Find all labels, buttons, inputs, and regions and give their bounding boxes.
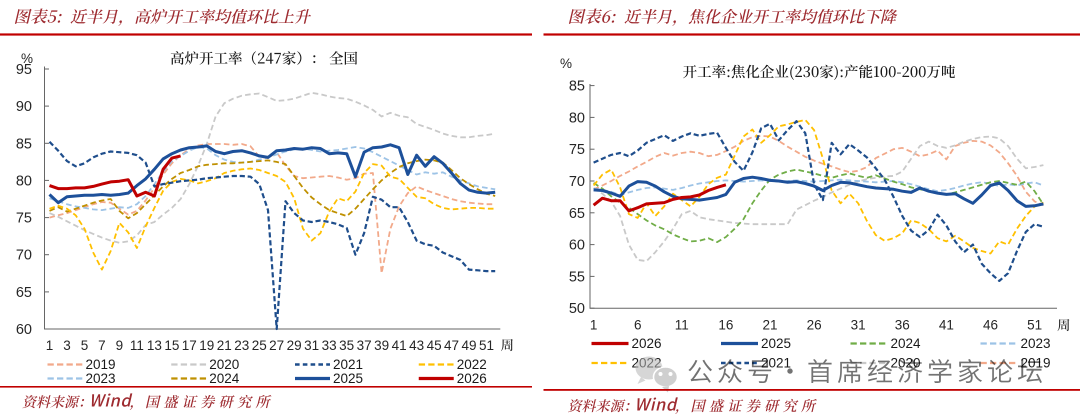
svg-text:65: 65: [569, 206, 585, 222]
svg-text:2024: 2024: [209, 371, 240, 386]
svg-text:75: 75: [16, 211, 32, 227]
svg-text:6: 6: [634, 318, 642, 333]
svg-text:2021: 2021: [333, 357, 363, 372]
svg-text:43: 43: [409, 338, 424, 353]
svg-text:16: 16: [718, 318, 733, 333]
svg-text:65: 65: [16, 285, 32, 301]
svg-text:2022: 2022: [457, 357, 487, 372]
svg-text:25: 25: [252, 338, 267, 353]
svg-text:60: 60: [569, 238, 585, 254]
svg-text:13: 13: [147, 338, 162, 353]
svg-text:2024: 2024: [891, 336, 922, 351]
svg-text:2026: 2026: [632, 336, 662, 351]
svg-text:85: 85: [16, 136, 32, 152]
svg-text:51: 51: [1027, 318, 1042, 333]
svg-text:7: 7: [98, 338, 106, 353]
svg-text:39: 39: [374, 338, 389, 353]
svg-text:2025: 2025: [333, 371, 363, 386]
svg-text:11: 11: [675, 318, 689, 333]
svg-text:2025: 2025: [761, 336, 791, 351]
svg-text:70: 70: [569, 174, 585, 190]
svg-text:1: 1: [590, 318, 598, 333]
svg-text:47: 47: [444, 338, 459, 353]
svg-text:85: 85: [569, 79, 585, 95]
svg-text:46: 46: [983, 318, 998, 333]
svg-text:3: 3: [63, 338, 71, 353]
svg-text:55: 55: [569, 269, 585, 285]
svg-text:41: 41: [939, 318, 954, 333]
svg-text:2026: 2026: [457, 371, 487, 386]
svg-text:49: 49: [461, 338, 476, 353]
svg-text:%: %: [21, 51, 33, 66]
svg-text:21: 21: [762, 318, 777, 333]
svg-text:80: 80: [569, 110, 585, 126]
svg-text:95: 95: [16, 62, 32, 78]
svg-text:15: 15: [164, 338, 179, 353]
svg-text:36: 36: [895, 318, 910, 333]
svg-text:27: 27: [269, 338, 284, 353]
svg-text:19: 19: [199, 338, 214, 353]
svg-text:9: 9: [116, 338, 124, 353]
svg-text:60: 60: [16, 322, 32, 338]
svg-text:2020: 2020: [209, 357, 239, 372]
svg-text:35: 35: [339, 338, 354, 353]
svg-text:37: 37: [357, 338, 372, 353]
svg-text:1: 1: [46, 338, 54, 353]
svg-text:17: 17: [182, 338, 197, 353]
svg-text:21: 21: [217, 338, 232, 353]
svg-text:11: 11: [130, 338, 144, 353]
svg-text:2023: 2023: [86, 371, 116, 386]
svg-text:29: 29: [287, 338, 302, 353]
svg-text:50: 50: [569, 301, 585, 317]
svg-text:31: 31: [851, 318, 866, 333]
svg-text:2021: 2021: [761, 356, 791, 371]
svg-text:45: 45: [427, 338, 442, 353]
svg-text:26: 26: [807, 318, 822, 333]
svg-text:23: 23: [234, 338, 249, 353]
svg-text:33: 33: [322, 338, 337, 353]
svg-text:51: 51: [479, 338, 494, 353]
svg-text:90: 90: [16, 99, 32, 115]
svg-text:70: 70: [16, 248, 32, 264]
svg-text:%: %: [560, 56, 572, 71]
svg-text:2023: 2023: [1021, 336, 1051, 351]
svg-text:80: 80: [16, 173, 32, 189]
svg-text:41: 41: [392, 338, 407, 353]
svg-text:5: 5: [81, 338, 89, 353]
svg-text:75: 75: [569, 142, 585, 158]
svg-text:31: 31: [304, 338, 319, 353]
svg-text:2019: 2019: [86, 357, 116, 372]
